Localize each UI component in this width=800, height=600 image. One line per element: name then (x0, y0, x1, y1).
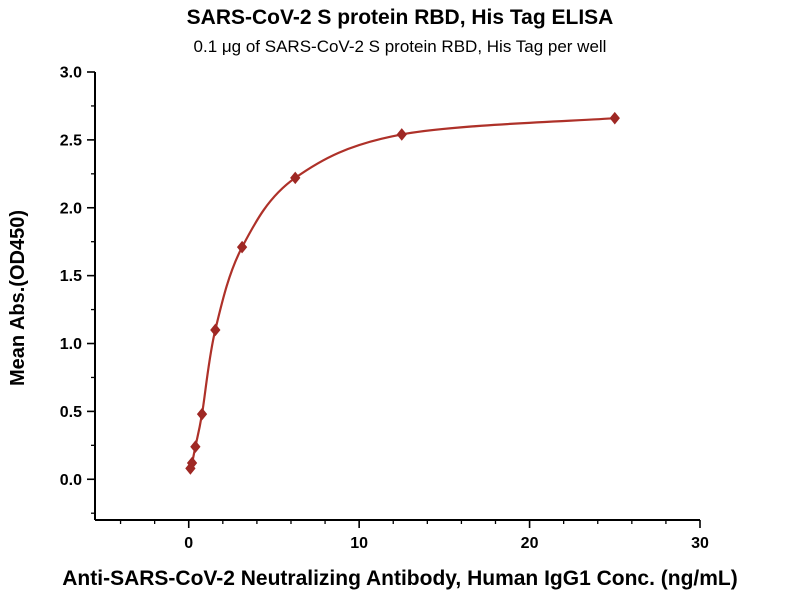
data-point-marker (236, 240, 248, 254)
chart-title: SARS-CoV-2 S protein RBD, His Tag ELISA (187, 6, 614, 29)
data-point-marker (196, 407, 208, 421)
y-tick-label: 1.5 (60, 268, 82, 285)
x-tick-label: 0 (184, 535, 193, 552)
x-tick-label: 20 (521, 535, 539, 552)
fit-curve (189, 117, 616, 470)
x-tick-label: 30 (691, 535, 709, 552)
axes: 0 10 20 30 0.0 0.5 1.0 1.5 2.0 2.5 3.0 (60, 65, 709, 553)
data-point-marker (609, 111, 620, 125)
y-tick-label: 2.5 (60, 132, 82, 149)
y-tick-label: 0.0 (60, 472, 82, 489)
y-tick-label: 0.5 (60, 404, 82, 421)
data-point-marker (210, 323, 221, 337)
y-tick-label: 3.0 (60, 65, 82, 82)
data-point-marker (290, 171, 301, 185)
x-tick-label: 10 (350, 535, 368, 552)
x-axis-label: Anti-SARS-CoV-2 Neutralizing Antibody, H… (62, 567, 738, 590)
y-tick-label: 1.0 (60, 336, 82, 353)
fit-curve-path (189, 117, 616, 470)
data-point-marker (396, 128, 407, 141)
chart-subtitle: 0.1 μg of SARS-CoV-2 S protein RBD, His … (194, 37, 607, 56)
data-point-marker (190, 440, 201, 453)
data-points (185, 111, 620, 475)
data-point-marker (186, 456, 198, 470)
y-axis-label: Mean Abs.(OD450) (7, 210, 29, 386)
y-tick-label: 2.0 (60, 200, 82, 217)
